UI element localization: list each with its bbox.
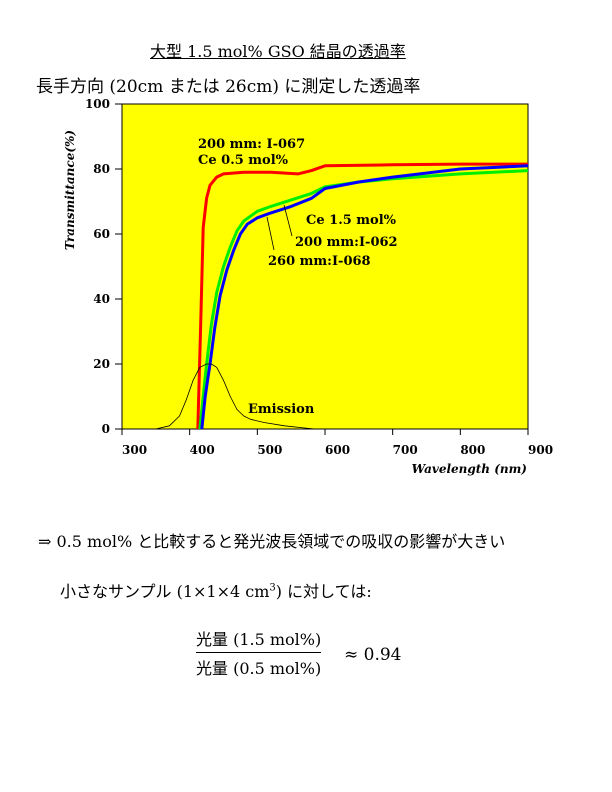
x-tick-label: 400 — [190, 443, 215, 457]
series-line-0 — [196, 162, 528, 430]
x-tick-label: 600 — [325, 443, 350, 457]
series-line-2 — [200, 164, 529, 430]
annotation-emission: Emission — [248, 402, 315, 417]
plot-area — [121, 103, 529, 430]
subtitle: 長手方向 (20cm または 26cm) に測定した透過率 — [36, 77, 421, 97]
annotation-ce15: Ce 1.5 mol% — [306, 213, 397, 228]
y-tick-label: 20 — [93, 357, 110, 371]
conclusion-text: ⇒ 0.5 mol% と比較すると発光波長領域での吸収の影響が大きい — [38, 532, 506, 551]
annotation-ce05: Ce 0.5 mol% — [198, 153, 289, 168]
y-tick-label: 80 — [93, 162, 110, 176]
y-axis-label: Transmittance(%) — [63, 130, 77, 250]
x-tick-label: 700 — [393, 443, 418, 457]
small-sample-post: ) に対しては: — [275, 582, 372, 601]
x-tick-label: 300 — [122, 443, 147, 457]
x-tick-label: 500 — [257, 443, 282, 457]
leader-i062 — [283, 204, 293, 237]
small-sample-pre: 小さなサンプル (1×1×4 cm — [60, 582, 270, 601]
light-yield-fraction: 光量 (1.5 mol%) 光量 (0.5 mol%) — [196, 626, 322, 679]
annotation-i062: 200 mm:I-062 — [295, 235, 398, 250]
series-line-3 — [155, 363, 315, 430]
fraction-denominator: 光量 (0.5 mol%) — [196, 659, 322, 678]
y-tick-label: 40 — [93, 292, 110, 306]
leader-i068 — [266, 216, 275, 251]
annotation-i067: 200 mm: I-067 — [198, 137, 305, 152]
superscript: 3 — [269, 582, 276, 594]
x-tick-label: 900 — [528, 443, 553, 457]
page-title: 大型 1.5 mol% GSO 結晶の透過率 — [150, 42, 406, 61]
annotation-i068: 260 mm:I-068 — [268, 254, 371, 269]
y-tick-label: 60 — [93, 227, 110, 241]
fraction-result: ≈ 0.94 — [344, 645, 402, 665]
transmittance-chart: 300 400 500 600 700 800 900 0 20 40 60 80 100 Wavelen… — [63, 97, 553, 476]
x-axis-label: Wavelength (nm) — [412, 462, 527, 476]
y-tick-label: 0 — [102, 422, 110, 436]
fraction-numerator: 光量 (1.5 mol%) — [196, 626, 322, 653]
x-tick-label: 800 — [460, 443, 485, 457]
small-sample-text: 小さなサンプル (1×1×4 cm3) に対しては: — [60, 578, 372, 602]
y-tick-label: 100 — [85, 97, 110, 111]
